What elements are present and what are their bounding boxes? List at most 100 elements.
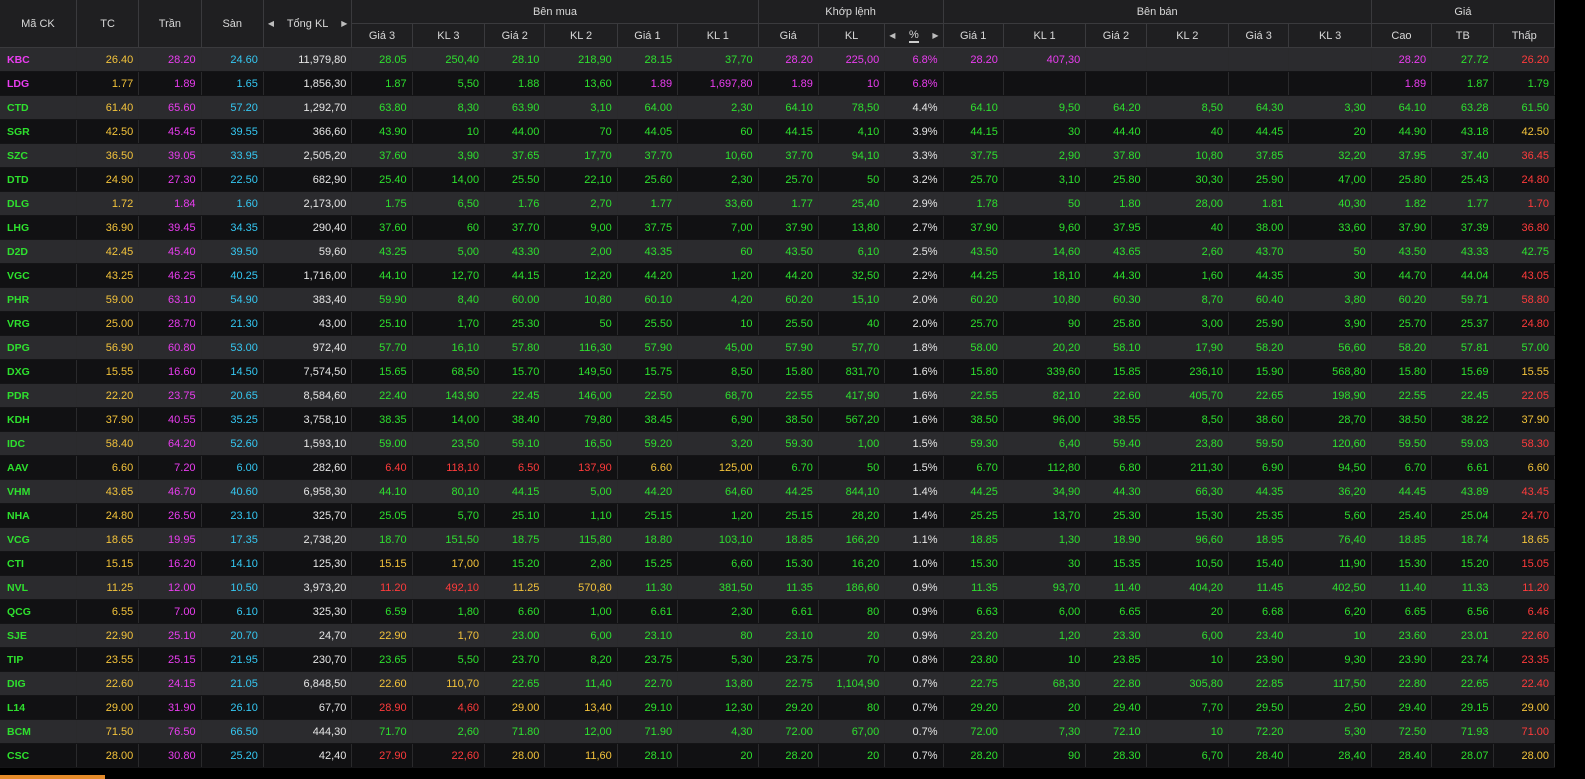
price-stat-cell: 15.30	[1371, 551, 1433, 576]
table-row[interactable]: KDH 37.90 40.55 35.25 3,758,10 38.35 14,00 38.4…	[0, 407, 1555, 432]
price-stat-cell: 24.80	[1493, 311, 1555, 336]
col-header-total-vol[interactable]: ◀ Tổng KL ▶	[263, 0, 353, 48]
buy-cell: 22.60	[351, 671, 413, 696]
buy-cell: 1.75	[351, 191, 413, 216]
table-row[interactable]: AAV 6.60 7.20 6.00 282,60 6.40 118,10 6.50 137,9…	[0, 455, 1555, 480]
ceil-price-cell: 46.25	[138, 263, 202, 288]
buy-cell: 5,50	[412, 71, 486, 96]
table-row[interactable]: DPG 56.90 60.80 53.00 972,40 57.70 16,10 57.80 1…	[0, 335, 1555, 360]
match-cell: 70	[818, 647, 886, 672]
col-header-ref[interactable]: TC	[76, 0, 140, 48]
match-cell: 20	[818, 743, 886, 768]
col-header-sell-vol3[interactable]: KL 3	[1288, 23, 1372, 48]
pct-arrow-right-icon[interactable]: ▶	[932, 31, 939, 40]
table-row[interactable]: VCG 18.65 19.95 17.35 2,738,20 18.70 151,50 18.…	[0, 527, 1555, 552]
sell-cell: 29.40	[1085, 695, 1147, 720]
buy-cell: 149,50	[544, 359, 618, 384]
table-row[interactable]: BCM 71.50 76.50 66.50 444,30 71.70 2,60 71.80 12…	[0, 719, 1555, 744]
total-vol-cell: 6,848,50	[263, 671, 353, 696]
arrow-right-icon[interactable]: ▶	[341, 19, 348, 28]
table-row[interactable]: TIP 23.55 25.15 21.95 230,70 23.65 5,50 23.70 8,…	[0, 647, 1555, 672]
price-stat-cell: 11.20	[1493, 575, 1555, 600]
table-row[interactable]: KBC 26.40 28.20 24.60 11,979,80 28.05 250,40 28…	[0, 47, 1555, 72]
sell-cell	[1228, 71, 1290, 96]
table-row[interactable]: PDR 22.20 23.75 20.65 8,584,60 22.40 143,90 22.…	[0, 383, 1555, 408]
col-header-sell-vol1[interactable]: KL 1	[1003, 23, 1087, 48]
floor-price-cell: 39.50	[201, 239, 264, 264]
buy-cell: 57.70	[351, 335, 413, 360]
table-row[interactable]: SJE 22.90 25.10 20.70 24,70 22.90 1,70 23.00 6,0…	[0, 623, 1555, 648]
price-stat-cell: 25.70	[1371, 311, 1433, 336]
col-header-match-vol[interactable]: KL	[818, 23, 886, 48]
table-row[interactable]: DIG 22.60 24.15 21.05 6,848,50 22.60 110,70 22.…	[0, 671, 1555, 696]
table-row[interactable]: PHR 59.00 63.10 54.90 383,40 59.90 8,40 60.00 10…	[0, 287, 1555, 312]
table-row[interactable]: CTD 61.40 65.60 57.20 1,292,70 63.80 8,30 63.90…	[0, 95, 1555, 120]
col-header-buy-price3[interactable]: Giá 3	[351, 23, 413, 48]
sell-cell: 22.55	[943, 383, 1004, 408]
ref-price-cell: 42.45	[76, 239, 140, 264]
horizontal-scroll-thumb[interactable]	[0, 775, 105, 779]
table-row[interactable]: SGR 42.50 45.45 39.55 366,60 43.90 10 44.00 70 44…	[0, 119, 1555, 144]
col-header-buy-price1[interactable]: Giá 1	[617, 23, 679, 48]
table-row[interactable]: DTD 24.90 27.30 22.50 682,90 25.40 14,00 25.50 2…	[0, 167, 1555, 192]
col-header-symbol[interactable]: Mã CK	[0, 0, 77, 48]
col-header-buy-price2[interactable]: Giá 2	[484, 23, 546, 48]
symbol-cell: DLG	[0, 191, 77, 216]
col-header-floor[interactable]: Sàn	[201, 0, 264, 48]
floor-price-cell: 20.65	[201, 383, 264, 408]
match-cell: 64.10	[758, 95, 819, 120]
buy-cell: 1,00	[544, 599, 618, 624]
table-row[interactable]: CSC 28.00 30.80 25.20 42,40 27.90 22,60 28.00 11…	[0, 743, 1555, 768]
table-row[interactable]: DXG 15.55 16.60 14.50 7,574,50 15.65 68,50 15.7…	[0, 359, 1555, 384]
table-row[interactable]: SZC 36.50 39.05 33.95 2,505,20 37.60 3,90 37.65…	[0, 143, 1555, 168]
col-header-low[interactable]: Thấp	[1493, 23, 1555, 48]
buy-cell: 59.00	[351, 431, 413, 456]
buy-cell: 3,90	[412, 143, 486, 168]
col-header-match-pct[interactable]: ◀ % ▶	[884, 23, 944, 48]
price-stat-cell: 25.37	[1431, 311, 1495, 336]
buy-cell: 38.45	[617, 407, 679, 432]
table-row[interactable]: IDC 58.40 64.20 52.60 1,593,10 59.00 23,50 59.1…	[0, 431, 1555, 456]
price-stat-cell: 18.85	[1371, 527, 1433, 552]
col-header-sell-price3[interactable]: Giá 3	[1228, 23, 1290, 48]
table-row[interactable]: L14 29.00 31.90 26.10 67,70 28.90 4,60 29.00 13,…	[0, 695, 1555, 720]
col-header-sell-price1[interactable]: Giá 1	[943, 23, 1004, 48]
ref-price-cell: 59.00	[76, 287, 140, 312]
table-row[interactable]: LHG 36.90 39.45 34.35 290,40 37.60 60 37.70 9,00…	[0, 215, 1555, 240]
arrow-left-icon[interactable]: ◀	[267, 19, 275, 28]
table-row[interactable]: QCG 6.55 7.00 6.10 325,30 6.59 1,80 6.60 1,00 6.6…	[0, 599, 1555, 624]
col-header-sell-price2[interactable]: Giá 2	[1085, 23, 1147, 48]
table-row[interactable]: DLG 1.72 1.84 1.60 2,173,00 1.75 6,50 1.76 2,70 1…	[0, 191, 1555, 216]
price-stat-cell: 1.70	[1493, 191, 1555, 216]
table-row[interactable]: CTI 15.15 16.20 14.10 125,30 15.15 17,00 15.20 2…	[0, 551, 1555, 576]
table-row[interactable]: VGC 43.25 46.25 40.25 1,716,00 44.10 12,70 44.1…	[0, 263, 1555, 288]
col-header-high[interactable]: Cao	[1371, 23, 1433, 48]
buy-cell: 15.20	[484, 551, 546, 576]
sell-cell: 50	[1003, 191, 1087, 216]
pct-arrow-left-icon[interactable]: ◀	[889, 31, 896, 40]
price-stat-cell: 24.70	[1493, 503, 1555, 528]
match-cell: 72.00	[758, 719, 819, 744]
table-row[interactable]: VRG 25.00 28.70 21.30 43,00 25.10 1,70 25.30 50 2…	[0, 311, 1555, 336]
col-header-avg[interactable]: TB	[1431, 23, 1495, 48]
table-row[interactable]: D2D 42.45 45.40 39.50 59,60 43.25 5,00 43.30 2,0…	[0, 239, 1555, 264]
floor-price-cell: 26.10	[201, 695, 264, 720]
vertical-scrollbar[interactable]	[1555, 0, 1585, 779]
buy-cell: 37.70	[617, 143, 679, 168]
match-cell: 6.70	[758, 455, 819, 480]
col-header-sell-vol2[interactable]: KL 2	[1146, 23, 1230, 48]
table-row[interactable]: LDG 1.77 1.89 1.65 1,856,30 1.87 5,50 1.88 13,60…	[0, 71, 1555, 96]
col-header-match-price[interactable]: Giá	[758, 23, 819, 48]
col-header-ceil[interactable]: Trần	[138, 0, 202, 48]
col-header-buy-vol3[interactable]: KL 3	[412, 23, 486, 48]
table-row[interactable]: NHA 24.80 26.50 23.10 325,70 25.05 5,70 25.10 1,…	[0, 503, 1555, 528]
total-vol-cell: 42,40	[263, 743, 353, 768]
col-header-buy-vol1[interactable]: KL 1	[677, 23, 759, 48]
table-row[interactable]: VHM 43.65 46.70 40.60 6,958,30 44.10 80,10 44.1…	[0, 479, 1555, 504]
match-cell: 28.20	[758, 743, 819, 768]
sell-cell: 68,30	[1003, 671, 1087, 696]
total-vol-cell: 24,70	[263, 623, 353, 648]
table-row[interactable]: NVL 11.25 12.00 10.50 3,973,20 11.20 492,10 11.…	[0, 575, 1555, 600]
col-header-buy-vol2[interactable]: KL 2	[544, 23, 618, 48]
buy-cell: 80	[677, 623, 759, 648]
